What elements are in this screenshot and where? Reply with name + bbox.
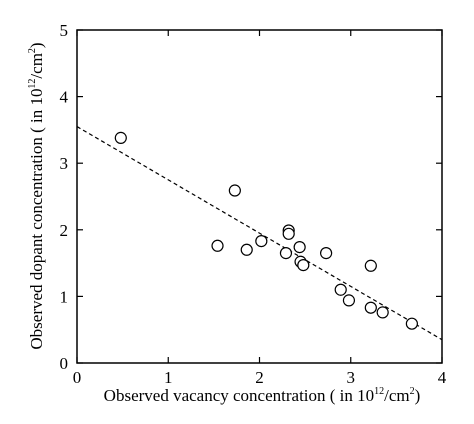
- data-point: [364, 259, 377, 272]
- data-point: [320, 247, 333, 260]
- data-point: [405, 317, 418, 330]
- data-points: [114, 131, 418, 330]
- x-tick-label: 3: [347, 368, 356, 387]
- data-point: [211, 239, 224, 252]
- y-tick-label: 3: [60, 154, 69, 173]
- x-axis-label: Observed vacancy concentration ( in 1012…: [104, 386, 421, 405]
- data-point: [293, 241, 306, 254]
- data-point: [297, 258, 310, 272]
- axis-ticks: [76, 29, 443, 364]
- y-tick-label: 1: [60, 287, 69, 306]
- y-tick-label: 5: [60, 21, 69, 40]
- trend-line: [76, 126, 443, 341]
- x-tick-label: 0: [73, 368, 82, 387]
- y-tick-label: 0: [60, 354, 69, 373]
- x-tick-label: 1: [164, 368, 173, 387]
- x-tick-label: 2: [255, 368, 264, 387]
- y-tick-label: 4: [60, 88, 69, 107]
- data-point: [114, 131, 127, 144]
- data-point: [364, 301, 377, 314]
- data-point: [228, 184, 241, 197]
- data-point: [282, 227, 295, 240]
- tick-labels: 0 1 2 3 4 0 1 2 3 4 5: [60, 21, 447, 387]
- y-axis-label: Observed dopant concentration ( in 1012/…: [27, 42, 46, 349]
- x-tick-label: 4: [438, 368, 447, 387]
- data-point: [279, 247, 293, 260]
- data-point: [240, 243, 253, 256]
- data-point: [342, 294, 356, 307]
- y-tick-label: 2: [60, 221, 69, 240]
- data-point: [334, 283, 347, 296]
- data-point: [255, 235, 268, 248]
- data-point: [376, 306, 389, 319]
